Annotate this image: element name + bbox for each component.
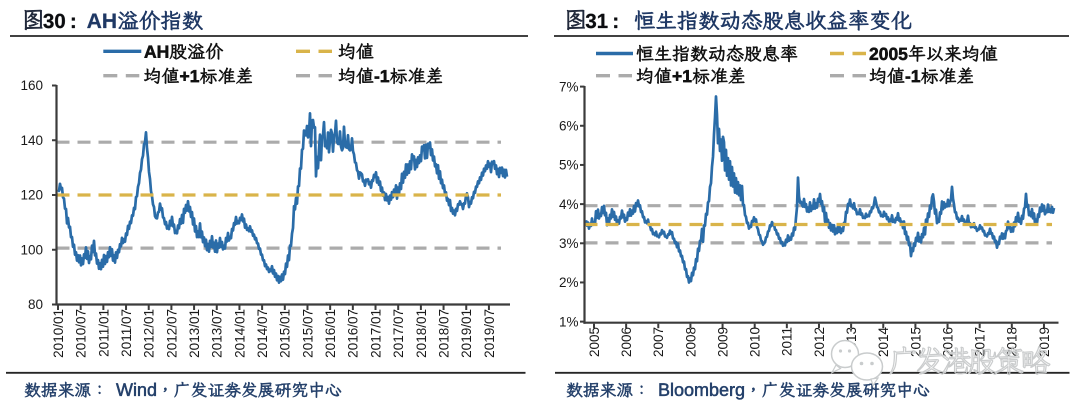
svg-text:2016/07: 2016/07: [346, 309, 361, 358]
svg-text:2007: 2007: [651, 327, 666, 357]
svg-text:2006: 2006: [619, 327, 634, 357]
svg-text:120: 120: [20, 188, 43, 203]
svg-text:2015/07: 2015/07: [300, 309, 315, 358]
svg-text:2014/07: 2014/07: [255, 309, 270, 358]
svg-text:2019/07: 2019/07: [482, 309, 497, 358]
svg-text:2009: 2009: [715, 327, 730, 357]
svg-text:2018/01: 2018/01: [414, 309, 429, 358]
svg-text:2010/07: 2010/07: [74, 309, 89, 358]
svg-text:100: 100: [20, 242, 43, 257]
svg-text:160: 160: [20, 78, 43, 93]
svg-text:2014/01: 2014/01: [232, 309, 247, 358]
svg-text:2011/07: 2011/07: [119, 309, 134, 357]
svg-text:2016/01: 2016/01: [323, 309, 338, 358]
svg-text:2%: 2%: [559, 275, 579, 290]
svg-text:140: 140: [20, 133, 43, 148]
svg-text:2010/01: 2010/01: [51, 309, 66, 358]
svg-text:2013/01: 2013/01: [187, 309, 202, 358]
svg-text:2017/07: 2017/07: [391, 309, 406, 358]
svg-text:6%: 6%: [559, 118, 579, 133]
svg-text:2013/07: 2013/07: [210, 309, 225, 358]
svg-text:2012/07: 2012/07: [164, 309, 179, 358]
svg-text:2010: 2010: [748, 327, 763, 357]
svg-text:2015: 2015: [908, 327, 923, 357]
svg-text:2017/01: 2017/01: [368, 309, 383, 358]
svg-text:5%: 5%: [559, 158, 579, 173]
svg-text:2011: 2011: [780, 327, 795, 356]
svg-text:80: 80: [28, 297, 43, 312]
svg-text:2015/01: 2015/01: [278, 309, 293, 358]
svg-text:2008: 2008: [683, 327, 698, 357]
svg-text:4%: 4%: [559, 197, 579, 212]
svg-text:2005: 2005: [587, 327, 602, 357]
svg-text:3%: 3%: [559, 236, 579, 251]
svg-text:2019/01: 2019/01: [459, 309, 474, 358]
svg-text:2012: 2012: [812, 327, 827, 357]
svg-text:7%: 7%: [559, 79, 579, 94]
svg-text:2014: 2014: [876, 327, 891, 358]
svg-text:2011/01: 2011/01: [96, 309, 111, 357]
svg-text:1%: 1%: [559, 314, 579, 329]
svg-text:2012/01: 2012/01: [142, 309, 157, 358]
svg-text:2018/07: 2018/07: [436, 309, 451, 358]
